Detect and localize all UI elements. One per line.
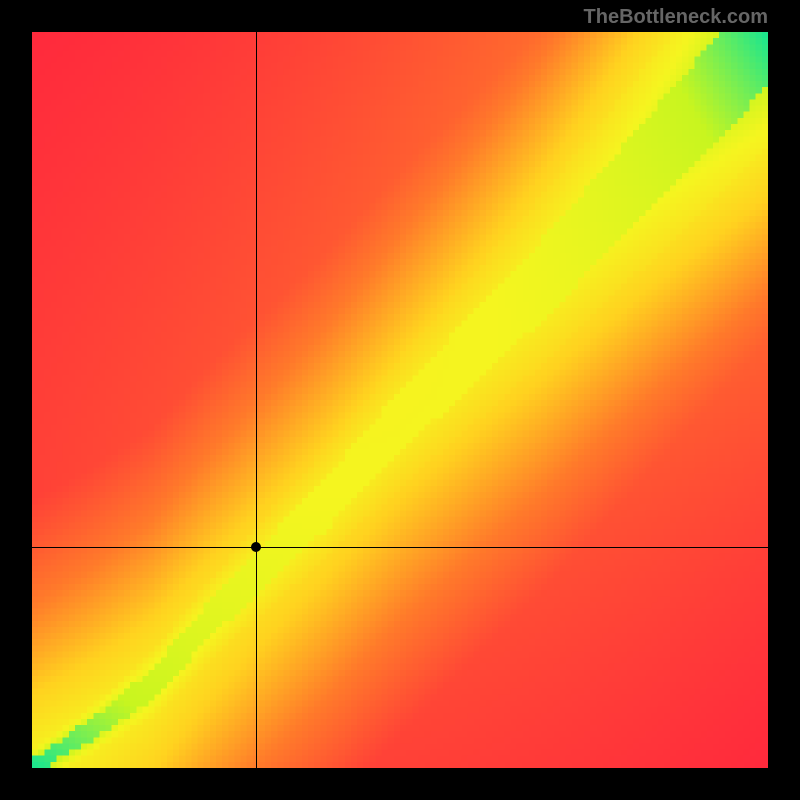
watermark-text: TheBottleneck.com [584,6,768,29]
crosshair-horizontal [32,547,768,548]
crosshair-vertical [256,32,257,768]
heatmap-canvas [32,32,768,768]
plot-area [32,32,768,768]
crosshair-marker [251,542,261,552]
